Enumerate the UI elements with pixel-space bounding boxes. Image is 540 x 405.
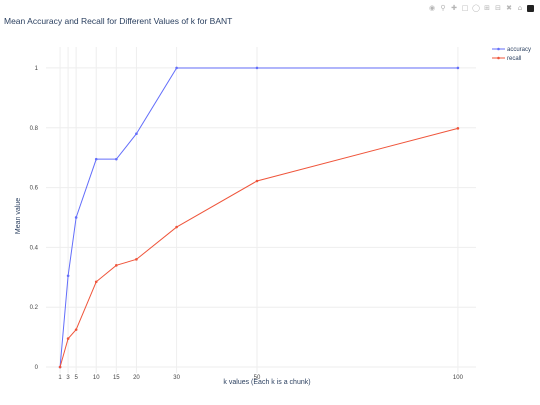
zoom-in-icon[interactable]: ⊞ xyxy=(484,4,490,12)
y-tick-label: 0.4 xyxy=(30,245,39,251)
recall-point xyxy=(456,127,460,130)
x-tick-label: 5 xyxy=(74,375,78,381)
recall-legend-label: recall xyxy=(507,56,521,62)
plotly-logo-icon[interactable] xyxy=(527,5,534,12)
x-tick-label: 100 xyxy=(453,375,464,381)
y-tick-label: 0 xyxy=(35,365,39,371)
recall-point xyxy=(175,225,178,229)
recall-point xyxy=(255,179,259,183)
y-tick-label: 0.8 xyxy=(30,126,39,132)
accuracy-point xyxy=(94,157,98,161)
x-tick-label: 30 xyxy=(173,375,180,381)
x-tick-label: 10 xyxy=(93,375,100,381)
accuracy-point xyxy=(175,66,178,70)
accuracy-point xyxy=(66,274,70,278)
x-axis-title: k values (Each k is a chunk) xyxy=(223,379,310,386)
y-tick-label: 0.2 xyxy=(30,305,39,311)
y-tick-label: 0.6 xyxy=(30,186,39,192)
zoom-out-icon[interactable]: ⊟ xyxy=(495,4,501,12)
x-tick-label: 1 xyxy=(58,375,62,381)
accuracy-point xyxy=(456,66,460,70)
zoom-icon[interactable]: ⚲ xyxy=(440,4,446,12)
recall-point xyxy=(66,337,70,340)
recall-point xyxy=(135,258,138,261)
x-tick-label: 20 xyxy=(133,375,140,381)
recall-point xyxy=(58,365,62,369)
series-layer xyxy=(58,66,460,369)
accuracy-legend-marker xyxy=(497,47,500,51)
accuracy-point xyxy=(74,216,78,219)
pan-icon[interactable]: ✚ xyxy=(451,4,457,12)
home-icon[interactable]: ⌂ xyxy=(517,4,523,12)
autoscale-icon[interactable]: ✖ xyxy=(506,4,512,12)
legend[interactable]: accuracy recall xyxy=(492,47,531,62)
accuracy-point xyxy=(135,132,138,136)
chart-title: Mean Accuracy and Recall for Different V… xyxy=(4,16,232,26)
y-axis-ticks: 0 0.2 0.4 0.6 0.8 1 xyxy=(30,66,39,371)
recall-point xyxy=(74,328,78,331)
accuracy-series-line xyxy=(59,67,458,368)
accuracy-legend-label: accuracy xyxy=(507,47,531,53)
recall-point xyxy=(94,280,98,284)
x-tick-label: 3 xyxy=(66,375,70,381)
y-tick-label: 1 xyxy=(35,66,39,72)
accuracy-point xyxy=(115,157,118,161)
recall-point xyxy=(115,264,118,267)
camera-icon[interactable]: ◉ xyxy=(428,4,436,12)
accuracy-point xyxy=(255,66,259,70)
x-tick-label: 50 xyxy=(254,375,261,381)
modebar: ◉ ⚲ ✚ □ ◯ ⊞ ⊟ ✖ ⌂ xyxy=(428,4,534,12)
gridlines xyxy=(46,47,476,373)
y-axis-title: Mean value xyxy=(15,198,22,234)
x-axis-ticks: 1 3 5 10 15 20 30 50 100 xyxy=(58,375,463,381)
lasso-icon[interactable]: ◯ xyxy=(472,4,480,12)
box-select-icon[interactable]: □ xyxy=(461,4,469,12)
x-tick-label: 15 xyxy=(113,375,120,381)
recall-legend-marker xyxy=(497,56,500,60)
